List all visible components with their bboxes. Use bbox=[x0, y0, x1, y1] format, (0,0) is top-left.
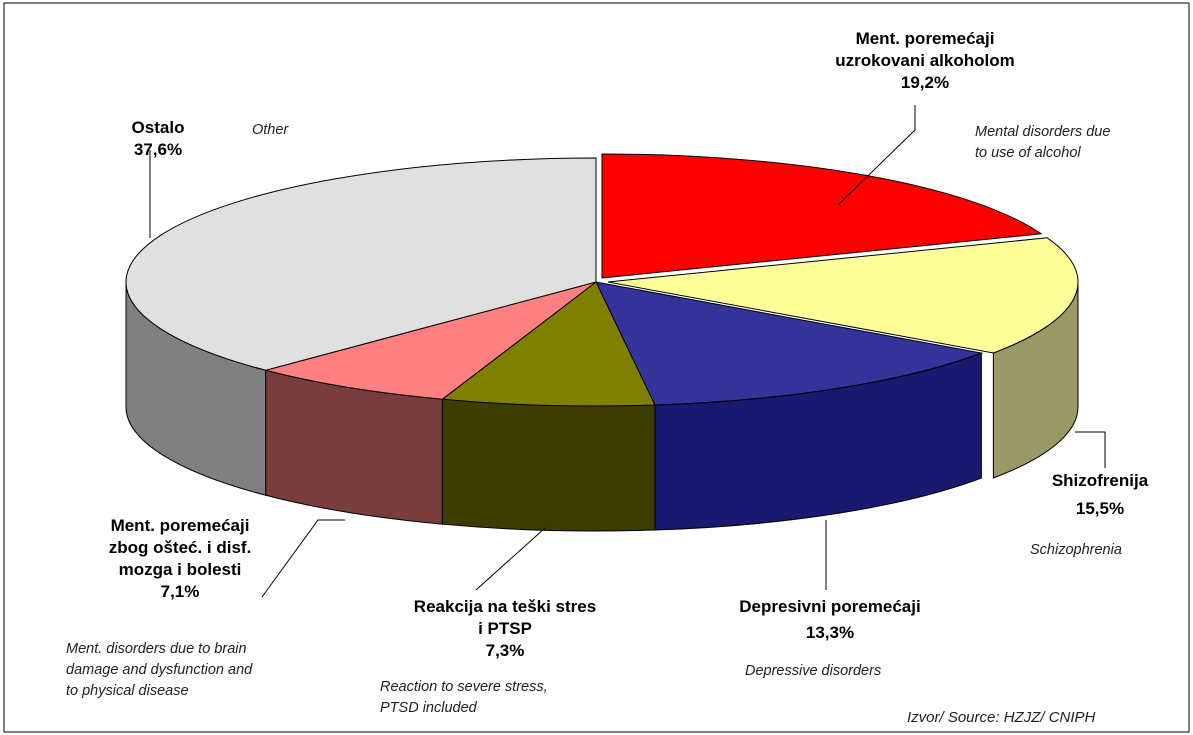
slice-side-3 bbox=[441, 398, 656, 532]
slice-5 bbox=[125, 157, 597, 371]
label-stress: Reakcija na teški stres i PTSP 7,3% bbox=[413, 597, 597, 660]
label-schizophrenia: Shizofrenija 15,5% bbox=[1051, 471, 1149, 518]
slice-1 bbox=[607, 237, 1079, 354]
source-note: Izvor/ Source: HZJZ/ CNIPH bbox=[907, 709, 1096, 726]
label-depressive-en: Depressive disorders bbox=[745, 663, 882, 679]
slice-2 bbox=[595, 281, 984, 406]
label-schizophrenia-en: Schizophrenia bbox=[1030, 542, 1122, 558]
slice-3 bbox=[441, 281, 656, 407]
leader-line-4 bbox=[261, 519, 345, 598]
label-brain: Ment. poremećaji zbog ošteć. i disf. moz… bbox=[108, 516, 252, 601]
leader-line-0 bbox=[837, 105, 916, 206]
label-other-en: Other bbox=[252, 122, 289, 138]
label-brain-en: Ment. disorders due to brain damage and … bbox=[66, 641, 253, 699]
slice-0 bbox=[601, 153, 1043, 279]
label-alcohol: Ment. poremećaji uzrokovani alkoholom 19… bbox=[835, 29, 1015, 92]
label-other: Ostalo 37,6% bbox=[131, 118, 185, 159]
leader-line-3 bbox=[475, 527, 546, 591]
label-stress-en: Reaction to severe stress, PTSD included bbox=[380, 679, 548, 716]
label-alcohol-en: Mental disorders due to use of alcohol bbox=[975, 124, 1111, 161]
slice-4 bbox=[263, 281, 597, 400]
label-depressive: Depresivni poremećaji 13,3% bbox=[739, 597, 921, 642]
leader-line-1 bbox=[1075, 431, 1106, 468]
